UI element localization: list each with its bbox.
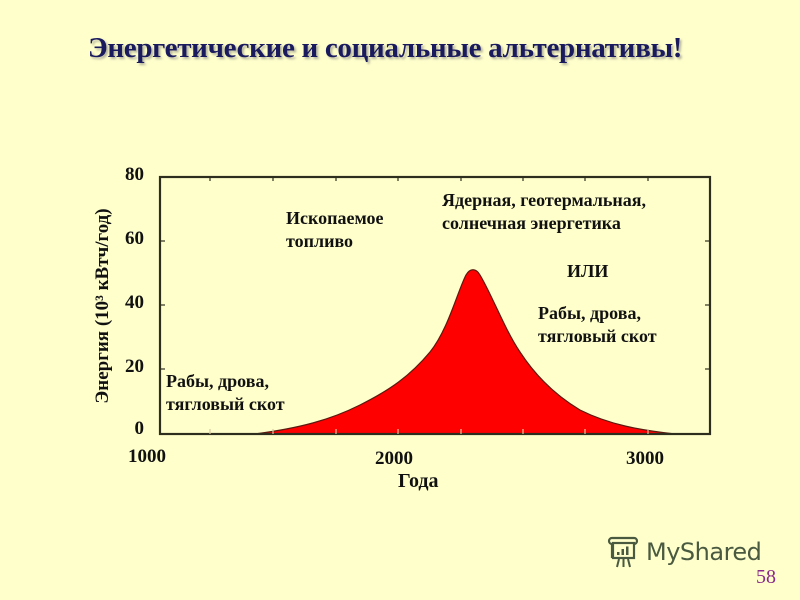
annotation-line: тягловый скот: [538, 326, 657, 346]
y-tick-60: 60: [125, 228, 144, 249]
annotation-line: Рабы, дрова,: [166, 371, 269, 391]
y-tick-40: 40: [125, 292, 144, 313]
y-tick-0: 0: [134, 418, 145, 439]
x-tick-1000: 1000: [128, 446, 166, 467]
x-axis-label: Года: [398, 470, 439, 492]
annotation-line: Ядерная, геотермальная,: [442, 190, 646, 210]
annotation-line: Рабы, дрова,: [538, 303, 641, 323]
y-axis-label: Энергия (10³ кВтч/год): [92, 208, 113, 404]
annotation-fossil-fuel: Ископаемое топливо: [286, 207, 384, 253]
x-tick-3000: 3000: [626, 448, 664, 469]
page-number: 58: [756, 566, 776, 588]
energy-area: [254, 269, 676, 435]
annotation-line: тягловый скот: [166, 394, 285, 414]
presentation-board-icon: [607, 536, 639, 568]
annotation-line: Ископаемое: [286, 208, 384, 228]
annotation-line: солнечная энергетика: [442, 213, 621, 233]
x-tick-2000: 2000: [375, 448, 413, 469]
annotation-nuclear-solar: Ядерная, геотермальная, солнечная энерге…: [442, 189, 646, 235]
myshared-logo: MyShared: [606, 534, 762, 570]
annotation-line: топливо: [286, 231, 354, 251]
annotation-right-regression: Рабы, дрова, тягловый скот: [538, 302, 657, 348]
annotation-left-pre-industrial: Рабы, дрова, тягловый скот: [166, 370, 285, 416]
annotation-or: ИЛИ: [567, 261, 609, 281]
slide-title: Энергетические и социальные альтернативы…: [88, 32, 683, 64]
y-tick-80: 80: [125, 164, 144, 185]
y-axis-label-container: Энергия (10³ кВтч/год): [90, 186, 116, 426]
y-tick-20: 20: [125, 356, 144, 377]
watermark-text: MyShared: [646, 538, 762, 566]
